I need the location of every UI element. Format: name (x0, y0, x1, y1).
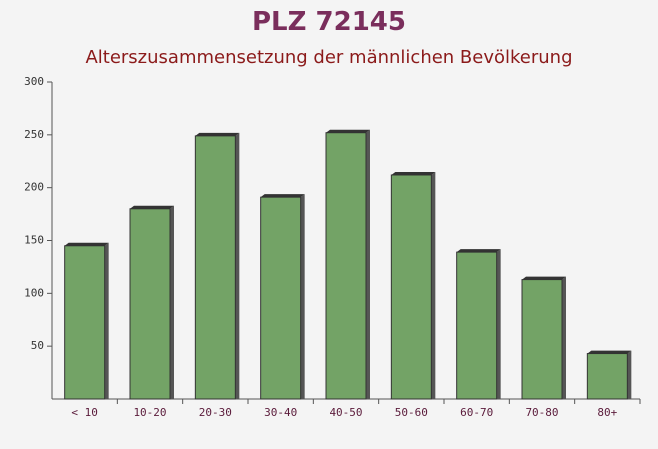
y-tick-label: 300 (24, 75, 44, 88)
bar-shadow (195, 132, 240, 136)
y-tick-label: 150 (24, 234, 44, 247)
x-tick-label: < 10 (71, 406, 98, 419)
bar-shadow (130, 205, 174, 209)
bar (390, 174, 432, 400)
bar-shadow (496, 249, 501, 399)
chart-subtitle: Alterszusammensetzung der männlichen Bev… (85, 47, 572, 68)
x-tick-label: 10-20 (133, 406, 166, 419)
x-tick-label: 60-70 (460, 406, 493, 419)
y-tick-label: 100 (24, 286, 44, 299)
bar-shadow (456, 249, 501, 253)
bar (325, 132, 367, 400)
x-tick-label: 80+ (597, 406, 617, 419)
bar-shadow (235, 132, 240, 399)
bar-shadow (431, 171, 436, 399)
bar-shadow (260, 194, 305, 198)
bar (260, 196, 302, 400)
bar-shadow (64, 242, 109, 246)
bar-shadow (522, 276, 566, 280)
bar-shadow (627, 350, 632, 399)
bar-shadow (300, 194, 305, 399)
bar (194, 135, 236, 400)
bar-shadow (562, 276, 566, 399)
y-tick-label: 200 (24, 181, 44, 194)
bar-shadow (170, 205, 174, 399)
x-tick-label: 40-50 (329, 406, 362, 419)
x-tick-label: 20-30 (199, 406, 232, 419)
bar-shadow (587, 350, 632, 354)
bar (586, 353, 628, 400)
x-tick-label: 30-40 (264, 406, 297, 419)
x-tick-label: 50-60 (395, 406, 428, 419)
y-tick-label: 250 (24, 128, 44, 141)
bar-shadow (391, 171, 436, 175)
bar-shadow (366, 129, 370, 399)
bar-shadow (326, 129, 370, 133)
bar-shadow (104, 242, 109, 399)
bar (129, 208, 171, 400)
bar (64, 245, 106, 400)
x-tick-label: 70-80 (525, 406, 558, 419)
bar (456, 251, 498, 400)
y-tick-label: 50 (31, 339, 44, 352)
bar (521, 279, 563, 400)
chart-title: PLZ 72145 (252, 7, 406, 37)
